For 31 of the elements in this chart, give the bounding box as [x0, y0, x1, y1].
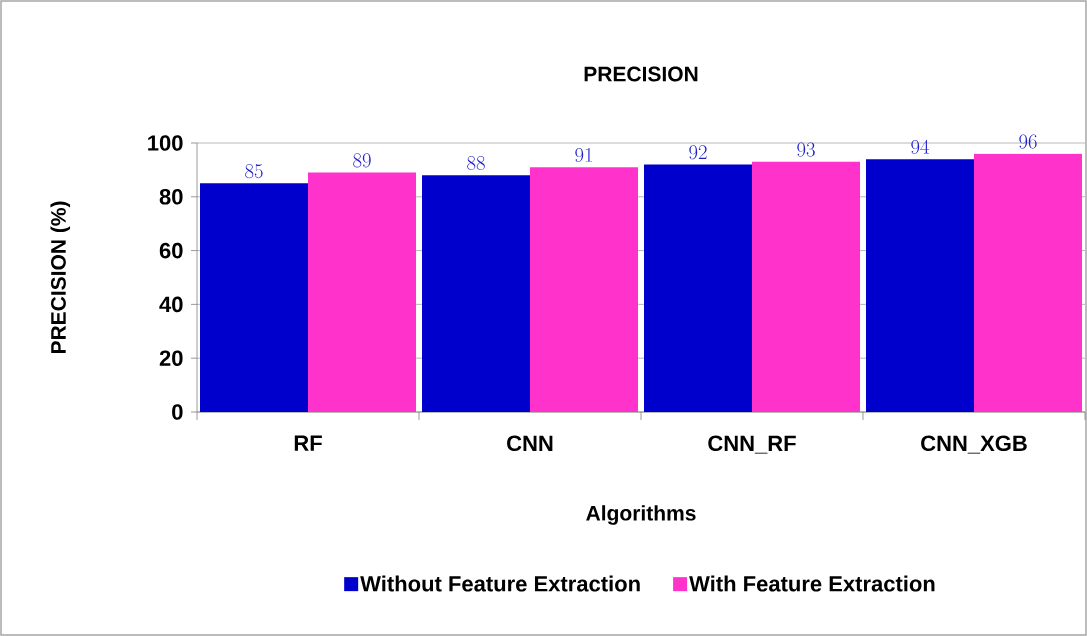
legend-label: Without Feature Extraction	[360, 575, 640, 592]
y-tick-label: 60	[159, 242, 183, 259]
data-label: 89	[353, 153, 371, 168]
data-label: 94	[911, 139, 930, 154]
y-tick-label: 40	[159, 296, 183, 313]
data-label: 92	[689, 145, 707, 160]
x-tick-label: CNN	[507, 435, 553, 452]
bar	[200, 183, 309, 412]
y-axis-title: PRECISION (%)	[50, 201, 71, 354]
data-label: 91	[575, 147, 592, 162]
x-tick-label: CNN_XGB	[921, 435, 1027, 454]
bar	[644, 164, 752, 412]
x-tick-label: RF	[294, 435, 322, 451]
x-axis-title: Algorithms	[586, 505, 696, 525]
data-label: 96	[1019, 134, 1037, 149]
bar	[530, 167, 638, 412]
bar	[422, 175, 530, 412]
y-tick-label: 20	[159, 350, 183, 366]
y-tick-label: 80	[159, 188, 183, 205]
x-tick-label: CNN_RF	[708, 435, 796, 454]
bar	[866, 159, 974, 412]
bar	[308, 172, 417, 412]
bar	[974, 153, 1082, 412]
data-label: 85	[245, 164, 263, 179]
legend-label: With Feature Extraction	[689, 575, 935, 592]
bar	[752, 161, 860, 412]
y-tick-label: 0	[172, 404, 183, 420]
data-label: 88	[467, 156, 485, 171]
data-label: 93	[797, 142, 815, 157]
chart-title: PRECISION	[584, 66, 698, 82]
y-tick-label: 100	[148, 135, 183, 151]
